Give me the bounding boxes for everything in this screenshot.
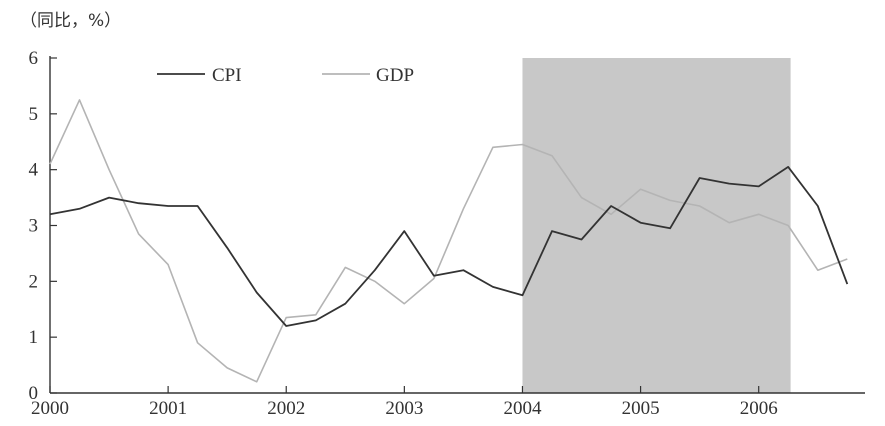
x-tick-label: 2004 <box>503 398 542 419</box>
y-tick-label: 2 <box>29 271 39 292</box>
x-tick-label: 2005 <box>622 398 660 419</box>
series-line-gdp <box>49 99 848 383</box>
y-tick-label: 4 <box>29 160 39 181</box>
legend-label-gdp: GDP <box>376 65 414 86</box>
y-tick-label: 0 <box>29 383 39 404</box>
x-tick-label: 2003 <box>385 398 423 419</box>
series-line-cpi <box>49 165 849 327</box>
x-tick-label: 2000 <box>31 398 69 419</box>
x-tick-label: 2001 <box>149 398 187 419</box>
legend: CPI GDP <box>157 65 414 86</box>
series-layer <box>49 99 849 383</box>
x-tick-label: 2002 <box>267 398 305 419</box>
axes: 0 1 2 3 4 5 6 2000 2001 2002 2003 2004 2005 2006 <box>29 48 865 419</box>
y-tick-label: 1 <box>29 327 39 348</box>
x-tick-label: 2006 <box>740 398 778 419</box>
y-tick-label: 5 <box>29 104 39 125</box>
y-tick-label: 6 <box>29 48 39 69</box>
legend-label-cpi: CPI <box>212 65 242 86</box>
unit-label: （同比，%） <box>20 11 121 31</box>
y-tick-label: 3 <box>29 216 39 237</box>
